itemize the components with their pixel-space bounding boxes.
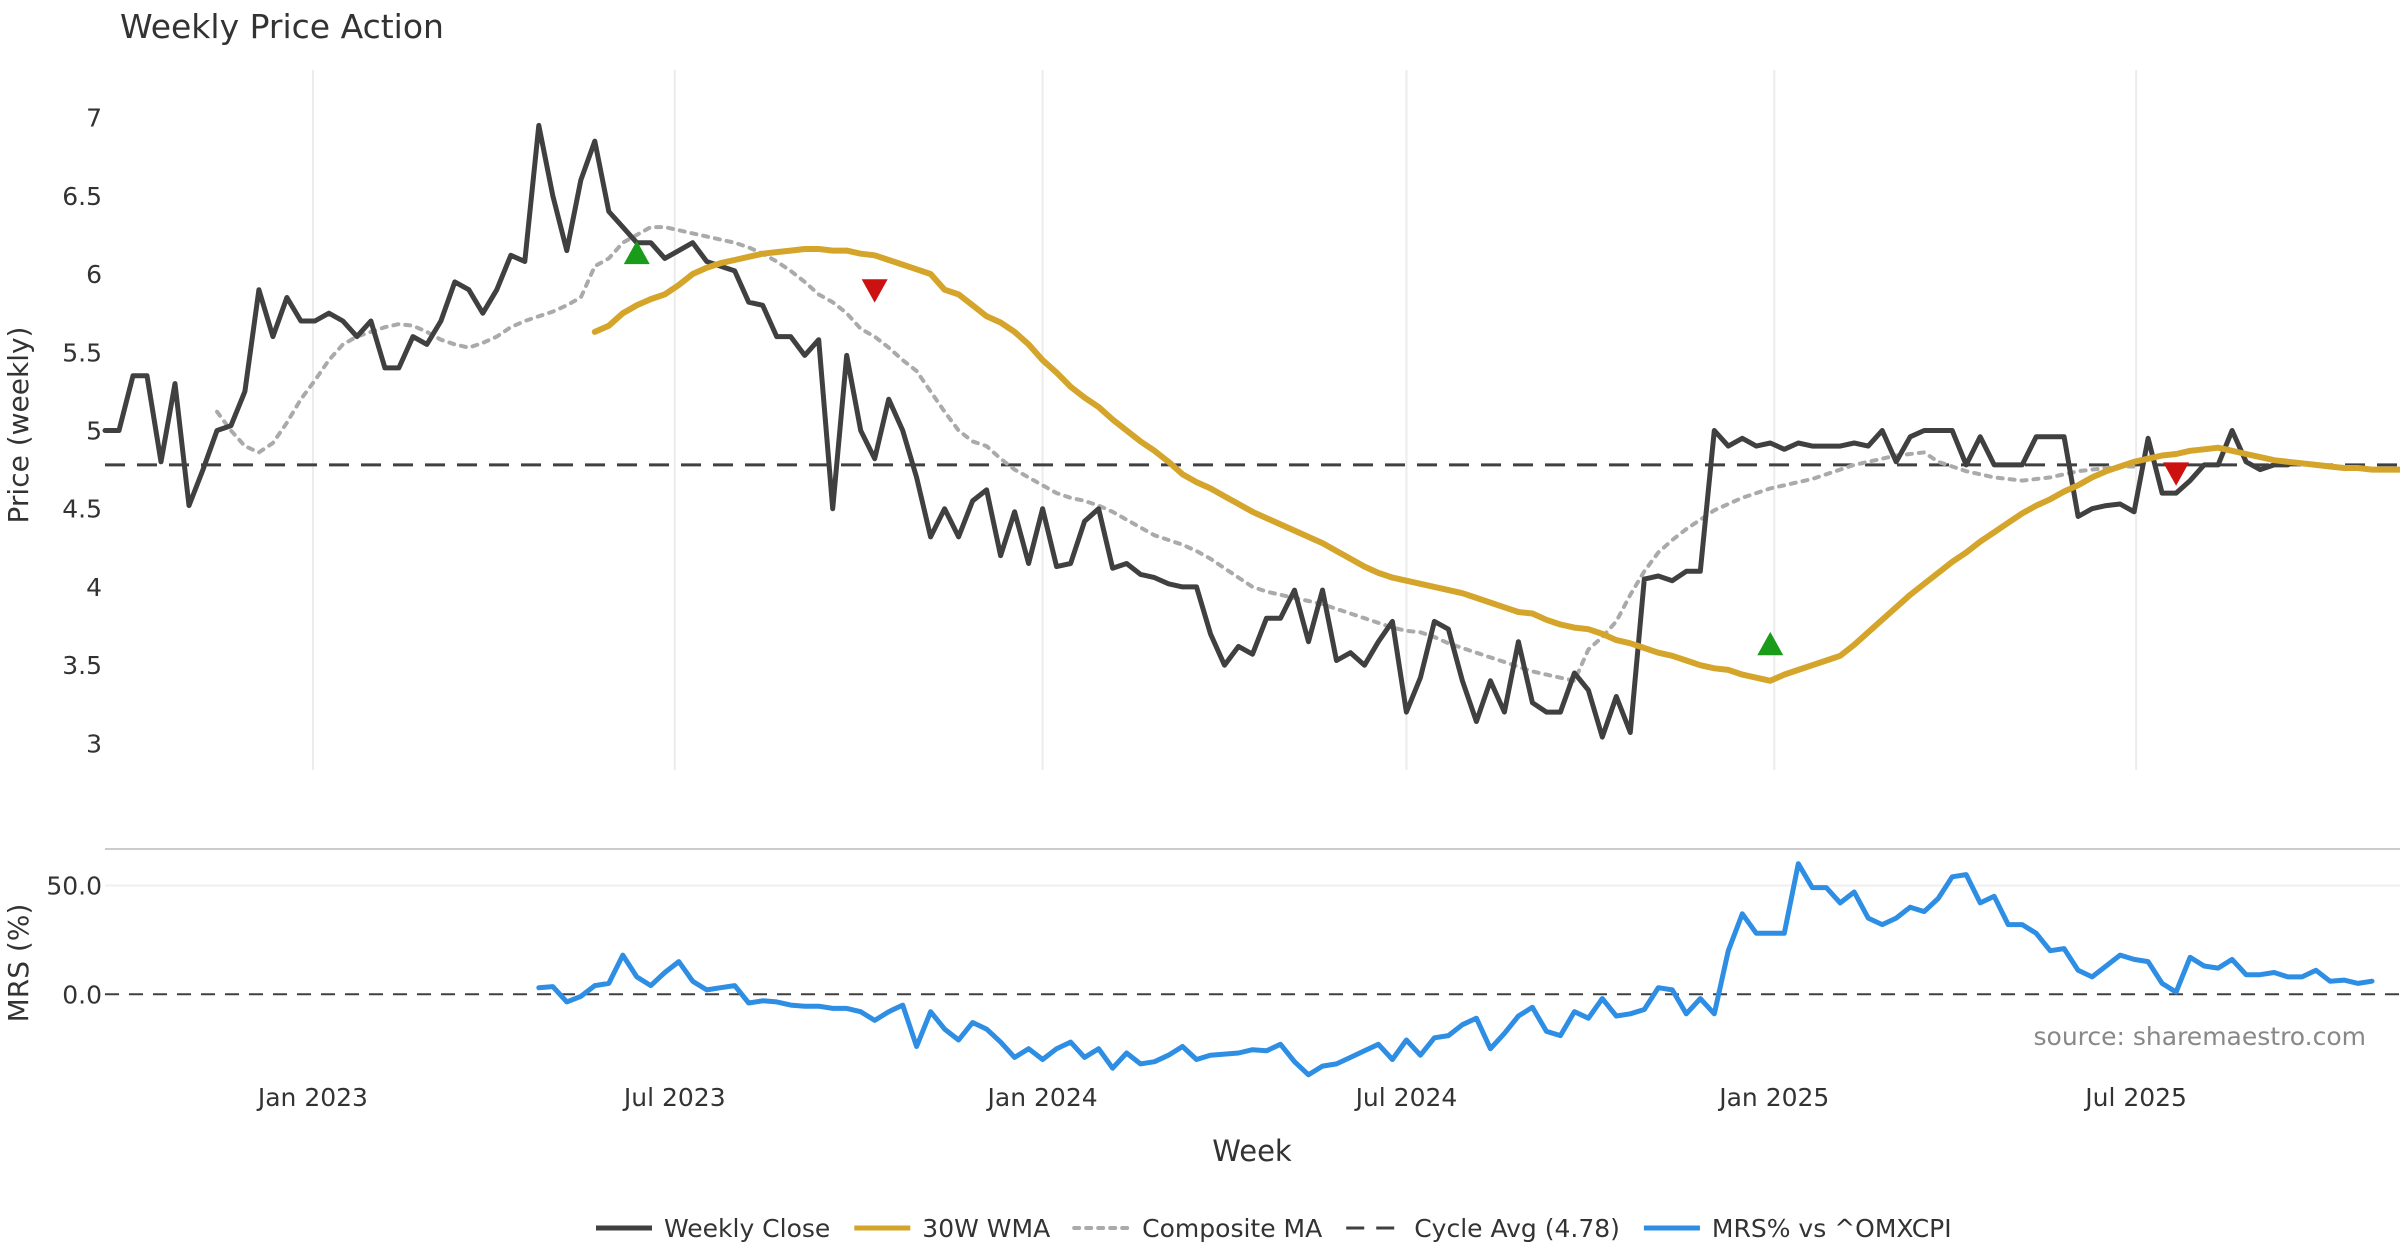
legend-item: Weekly Close (596, 1214, 830, 1243)
price-y-tick-label: 7 (86, 104, 102, 133)
x-tick-label: Jan 2024 (986, 1083, 1098, 1112)
mrs-y-axis-label: MRS (%) (2, 904, 35, 1023)
legend-label: Composite MA (1142, 1214, 1322, 1243)
x-tick-label: Jul 2025 (2083, 1083, 2187, 1112)
price-y-tick-label: 6.5 (62, 182, 102, 211)
legend-label: 30W WMA (922, 1214, 1050, 1243)
legend-label: Weekly Close (664, 1214, 830, 1243)
composite-ma-line (215, 225, 2137, 683)
legend-item: MRS% vs ^OMXCPI (1643, 1214, 1952, 1243)
price-y-tick-label: 4 (86, 573, 102, 602)
x-tick-label: Jul 2023 (622, 1083, 726, 1112)
price-y-ticks: 3 3.5 4 4.5 5 5.5 6 6.5 7 (62, 104, 102, 759)
price-y-tick-label: 3 (86, 729, 102, 758)
sell-signal-marker (861, 279, 888, 303)
price-y-tick-label: 4.5 (62, 495, 102, 524)
x-tick-label: Jan 2025 (1717, 1083, 1829, 1112)
price-y-axis-label: Price (weekly) (2, 327, 35, 524)
legend-item: Cycle Avg (4.78) (1346, 1214, 1620, 1243)
x-tick-label: Jul 2024 (1354, 1083, 1458, 1112)
mrs-line (536, 861, 2375, 1078)
legend-label: Cycle Avg (4.78) (1414, 1214, 1620, 1243)
mrs-series (536, 861, 2375, 1078)
price-panel: 3 3.5 4 4.5 5 5.5 6 6.5 7 Price (weekly) (2, 70, 2400, 770)
price-series (102, 122, 2400, 740)
chart-title: Weekly Price Action (120, 7, 444, 46)
legend-label: MRS% vs ^OMXCPI (1712, 1214, 1952, 1243)
mrs-panel: 0.0 50.0 MRS (%) source: sharemaestro.com (2, 861, 2400, 1078)
mrs-y-tick-label: 0.0 (62, 980, 102, 1009)
x-axis-ticks: Jan 2023 Jul 2023 Jan 2024 Jul 2024 Jan 2025… (256, 1083, 2187, 1112)
x-axis-label: Week (1212, 1134, 1292, 1168)
mrs-y-ticks: 0.0 50.0 (46, 871, 102, 1009)
price-y-tick-label: 3.5 (62, 651, 102, 680)
buy-signal-marker (623, 240, 650, 265)
wma-30w-line (591, 246, 2400, 684)
price-y-tick-label: 5.5 (62, 338, 102, 367)
legend-item: Composite MA (1072, 1214, 1322, 1243)
x-tick-label: Jan 2023 (256, 1083, 368, 1112)
price-grid (311, 70, 2138, 770)
price-y-tick-label: 6 (86, 260, 102, 289)
price-y-tick-label: 5 (86, 416, 102, 445)
signal-markers (623, 240, 2190, 656)
legend: Weekly Close 30W WMA Composite MA Cycle Avg… (596, 1214, 1952, 1243)
legend-item: 30W WMA (854, 1214, 1050, 1243)
sell-signal-marker (2163, 462, 2190, 486)
buy-signal-marker (1757, 631, 1784, 656)
source-note: source: sharemaestro.com (2034, 1022, 2367, 1051)
mrs-y-tick-label: 50.0 (46, 871, 102, 900)
weekly-close-line (102, 122, 2291, 740)
